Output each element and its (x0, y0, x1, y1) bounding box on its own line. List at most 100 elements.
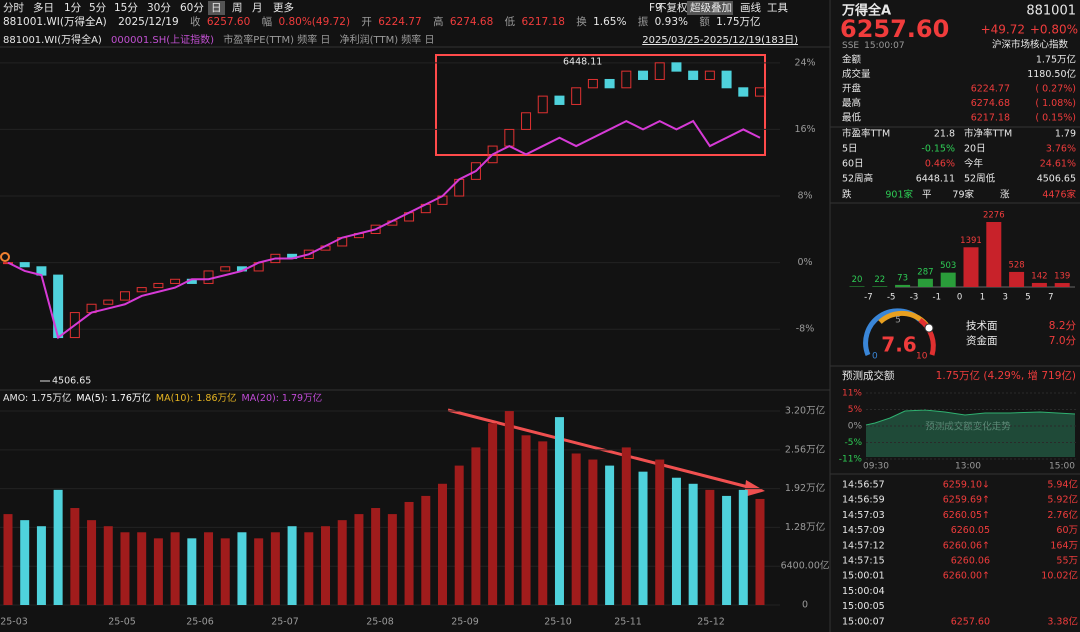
volume-bar (103, 526, 113, 605)
label: 换 (576, 15, 587, 28)
volume-bar (655, 459, 665, 605)
highlight-box (435, 54, 766, 156)
range: 2025/03/25-2025/12/19(183日) (642, 35, 798, 46)
trade-vol: 10.02亿 (1041, 570, 1078, 582)
x-tick-label: 25-09 (451, 617, 479, 628)
mini-x-label: 13:00 (955, 462, 981, 472)
label: 额 (699, 15, 710, 28)
y-tick-label: 8% (797, 191, 812, 202)
trade-time: 14:57:12 (842, 540, 885, 551)
volume-bar (220, 538, 230, 605)
tag: 沪深市场核心指数 (992, 39, 1069, 51)
stat-value: 21.8 (934, 129, 955, 140)
hist-label: 20 (852, 275, 863, 285)
legend-item: 881001.WI(万得全A) (3, 33, 102, 46)
hist-bar (963, 247, 979, 287)
tab[interactable]: 月 (252, 2, 263, 14)
hist-tick: 3 (1002, 293, 1007, 303)
x-tick-label: 25-03 (0, 617, 28, 628)
label: 预测成交额 (842, 369, 895, 382)
y-tick-label: 3.20万亿 (785, 405, 825, 417)
candle (370, 224, 381, 234)
trade-time: 15:00:07 (842, 616, 885, 627)
button[interactable]: 工具 (767, 2, 788, 14)
volume-bar (20, 520, 30, 605)
hist-bar (1054, 283, 1070, 287)
volume-bar (404, 501, 414, 605)
volume-bar (688, 483, 698, 605)
tab[interactable]: 更多 (273, 1, 294, 14)
volume-bar (387, 514, 397, 605)
hist-label: 22 (874, 275, 885, 285)
stat-label: 60日 (842, 159, 864, 170)
index-name: 万得全A (841, 3, 891, 19)
low-annotation: 4506.65 (52, 376, 91, 387)
candle (621, 70, 632, 89)
label: 低 (505, 15, 516, 28)
volume-bar (287, 526, 297, 605)
breadth: 901家 (885, 189, 913, 201)
trade-vol: 5.94亿 (1047, 479, 1078, 491)
candle (170, 278, 181, 284)
button[interactable]: 不复权 (656, 1, 688, 14)
candle (119, 291, 130, 301)
button[interactable]: 超级叠加 (690, 1, 732, 14)
hist-tick: -3 (910, 293, 918, 303)
value: 8.2分 (1049, 320, 1077, 332)
value: 6257.60 (207, 16, 250, 28)
row-label: 成交量 (842, 68, 871, 80)
tab[interactable]: 1分 (64, 2, 82, 14)
trade-vol: 3.38亿 (1047, 615, 1078, 627)
candle (19, 262, 30, 268)
label: 技术面 (966, 319, 998, 332)
trade-time: 14:57:03 (842, 510, 885, 521)
trade-price: 6260.00↑ (943, 571, 990, 582)
tab[interactable]: 30分 (147, 2, 171, 14)
hist-tick: 7 (1048, 293, 1053, 303)
quote-line: 881001.WI(万得全A) 2025/12/19 收 6257.60 幅 0… (3, 15, 761, 28)
trend-arrow (447, 408, 753, 490)
tab[interactable]: 周 (232, 2, 243, 14)
volume-bar (3, 514, 13, 605)
row-value: 6274.68 (971, 98, 1010, 109)
index-line (7, 119, 761, 340)
tab[interactable]: 日 (211, 2, 222, 14)
tab[interactable]: 多日 (33, 1, 54, 14)
row-value: 6217.18 (971, 113, 1010, 124)
trade-price: 6259.10↓ (943, 480, 990, 491)
candle (136, 287, 147, 293)
volume-bar (454, 465, 464, 605)
volume-bar (521, 435, 531, 605)
trade-price: 6259.69↑ (943, 495, 990, 506)
tab[interactable]: 60分 (180, 2, 204, 14)
hist-label: 139 (1054, 272, 1070, 282)
trade-vol: 5.92亿 (1047, 494, 1078, 506)
volume-bar (638, 471, 648, 605)
tab[interactable]: 分时 (3, 2, 24, 14)
stat-value: 3.76% (1046, 144, 1076, 155)
high-annotation: 6448.11 (563, 57, 602, 68)
candle (587, 78, 598, 89)
hist-bar (1031, 282, 1047, 287)
stat-label: 市净率TTM (964, 128, 1012, 140)
tab[interactable]: 15分 (114, 2, 138, 14)
button[interactable]: F9 (649, 2, 662, 14)
tab-active (208, 1, 225, 15)
trade-vol: 164万 (1050, 540, 1078, 551)
value: 0.93% (655, 16, 688, 28)
trade-price: 6257.60 (951, 616, 990, 627)
hist-label: 528 (1008, 260, 1024, 270)
label: 振 (638, 15, 649, 28)
trade-vol: 55万 (1056, 556, 1078, 567)
stat-label: 52周高 (842, 173, 873, 185)
tab[interactable]: 5分 (89, 2, 107, 14)
y-tick-label: 16% (794, 124, 815, 135)
gauge-min: 0 (872, 352, 878, 362)
candle (537, 95, 548, 114)
forecast-area (866, 410, 1075, 457)
legend-item: 净利润(TTM) 频率 日 (340, 33, 435, 46)
button[interactable]: 画线 (740, 1, 761, 14)
start-marker (0, 252, 10, 262)
